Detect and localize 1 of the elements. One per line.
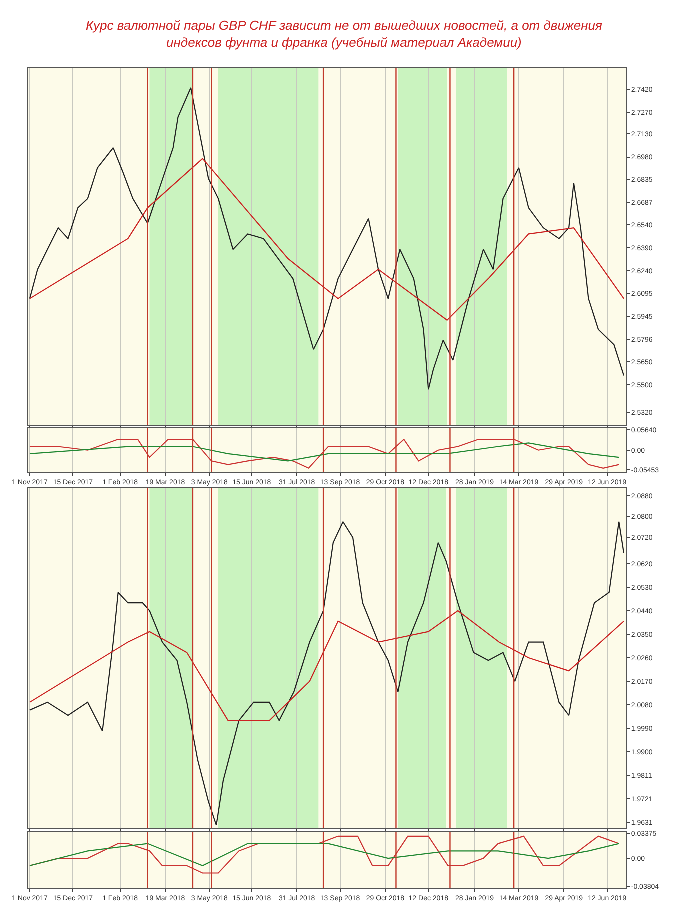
chart-title: Курс валютной пары GBP CHF зависит не от вышедших новостей, а от движения индексов фунта и франка (учебный материал Академии) xyxy=(86,18,602,50)
